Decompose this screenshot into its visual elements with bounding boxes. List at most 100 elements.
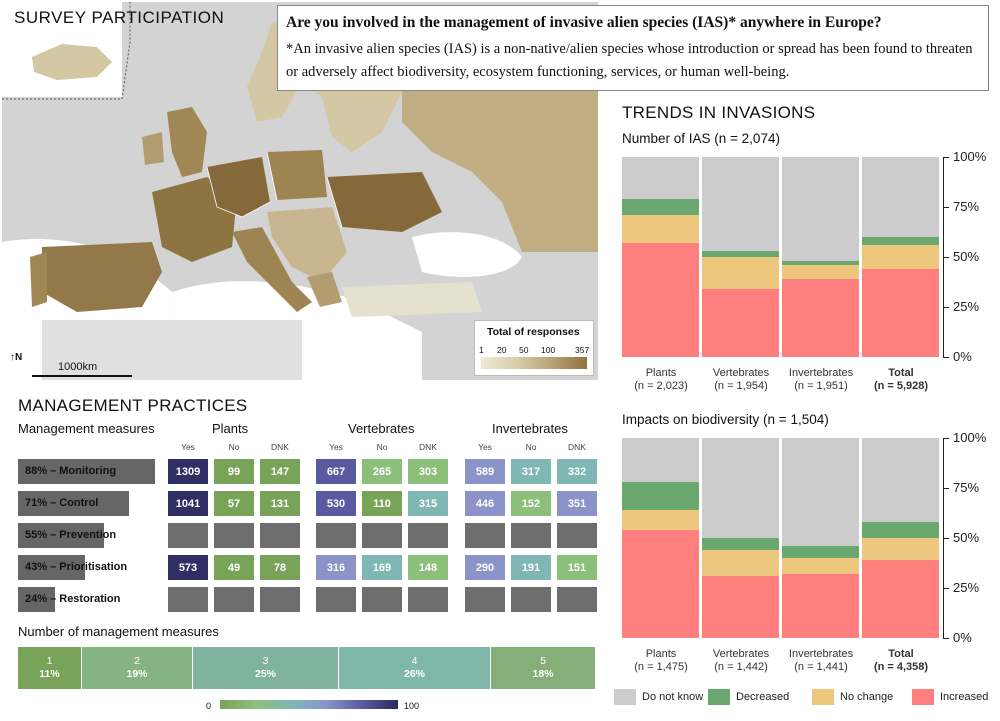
north-label: N	[15, 352, 23, 363]
empty-cell	[316, 587, 356, 612]
portugal	[30, 252, 47, 307]
y-tick-label: 50%	[953, 530, 980, 545]
category-label: Vertebrates	[712, 367, 770, 379]
legend-tick: 1	[479, 345, 484, 355]
poland	[267, 150, 327, 200]
empty-cell	[362, 523, 402, 548]
category-label: Vertebrates	[712, 648, 770, 660]
question-text: Are you involved in the management of in…	[286, 14, 882, 31]
empty-cell	[362, 587, 402, 612]
category-label: Total	[888, 367, 914, 379]
chart1-title: Number of IAS (n = 2,074)	[622, 131, 780, 146]
response-cell: 57	[214, 491, 254, 516]
response-cell: 303	[408, 459, 448, 484]
north-arrow: ↑N	[10, 352, 23, 363]
column-label: No	[525, 442, 537, 452]
responses-legend: Total of responses 1 20 50 100 357	[474, 320, 594, 376]
response-cell: 667	[316, 459, 356, 484]
category-n-label: (n = 4,358)	[873, 661, 929, 673]
segment-count: 3	[262, 655, 269, 667]
category-n-label: (n = 1,951)	[794, 380, 848, 392]
legend-tick: 357	[575, 345, 590, 355]
y-tick-mark	[943, 257, 949, 258]
category-label: Total	[888, 648, 914, 660]
category-n-label: (n = 1,475)	[634, 661, 688, 673]
colorbar-min: 0	[206, 701, 212, 711]
segment-count: 2	[134, 655, 140, 667]
y-tick-mark	[943, 538, 949, 539]
response-cell: 110	[362, 491, 402, 516]
legend-tick: 20	[497, 345, 507, 355]
response-cell: 131	[260, 491, 300, 516]
category-label: Plants	[645, 367, 677, 379]
empty-cell	[557, 587, 597, 612]
ireland	[142, 132, 164, 165]
y-tick-mark	[943, 357, 949, 358]
num-measures-segment: 3 25%	[193, 647, 339, 689]
category-n-label: (n = 1,442)	[714, 661, 768, 673]
bar-segment-do-not-know	[622, 157, 699, 199]
empty-cell	[557, 523, 597, 548]
empty-cell	[260, 523, 300, 548]
bar-segment-decreased	[782, 546, 859, 558]
bar-segment-increased	[702, 289, 779, 357]
legend-label: No change	[840, 691, 894, 703]
management-measures-header: Management measures	[18, 421, 155, 436]
category-label: Invertebrates	[788, 648, 854, 660]
group-title-invertebrates: Invertebrates	[492, 421, 568, 436]
bar-segment-no-change	[622, 510, 699, 530]
inset-frame	[2, 2, 131, 100]
column-label: No	[228, 442, 240, 452]
response-cell: 191	[511, 555, 551, 580]
empty-cell	[511, 587, 551, 612]
category-label: Plants	[645, 648, 677, 660]
measure-label: 43% – Prioritisation	[25, 561, 128, 573]
legend-swatch	[812, 689, 834, 705]
y-tick-mark	[943, 638, 949, 639]
bar-segment-do-not-know	[782, 438, 859, 546]
empty-cell	[408, 587, 448, 612]
scale-label: 1000km	[58, 361, 98, 373]
measure-bar	[18, 555, 85, 580]
segment-count: 5	[540, 655, 546, 667]
response-cell: 49	[214, 555, 254, 580]
greece	[307, 272, 342, 307]
legend-swatch	[614, 689, 636, 705]
scale-bar	[32, 375, 132, 377]
survey-question-box: Are you involved in the management of in…	[277, 5, 989, 91]
ias-definition: *An invasive alien species (IAS) is a no…	[286, 41, 973, 80]
column-label: Yes	[478, 442, 492, 452]
north-africa	[42, 320, 302, 380]
bar-segment-increased	[782, 279, 859, 357]
num-measures-title: Number of management measures	[18, 624, 219, 639]
legend-label: Decreased	[736, 691, 790, 703]
y-tick-label: 100%	[953, 430, 987, 445]
bar-segment-decreased	[782, 261, 859, 265]
chart2-title: Impacts on biodiversity (n = 1,504)	[622, 412, 829, 427]
bar-segment-decreased	[622, 199, 699, 215]
response-cell: 99	[214, 459, 254, 484]
segment-percent: 19%	[126, 668, 148, 680]
y-tick-label: 25%	[953, 299, 980, 314]
y-tick-label: 75%	[953, 480, 980, 495]
bar-segment-decreased	[622, 482, 699, 510]
response-cell: 151	[557, 555, 597, 580]
num-measures-segment: 2 19%	[82, 647, 193, 689]
measure-bar	[18, 459, 155, 484]
empty-cell	[214, 587, 254, 612]
bar-segment-increased	[782, 574, 859, 638]
map-title: SURVEY PARTICIPATION	[14, 8, 225, 27]
response-cell: 147	[260, 459, 300, 484]
legend-gradient	[481, 357, 587, 369]
bar-segment-do-not-know	[702, 438, 779, 538]
bar-segment-no-change	[862, 245, 939, 269]
measure-bar	[18, 491, 129, 516]
legend-swatch	[708, 689, 730, 705]
uk	[167, 107, 207, 177]
response-cell: 1041	[168, 491, 208, 516]
bar-segment-no-change	[702, 257, 779, 289]
bar-segment-do-not-know	[622, 438, 699, 482]
measure-bar	[18, 523, 104, 548]
legend-tick: 50	[519, 345, 529, 355]
bar-segment-increased	[862, 269, 939, 357]
